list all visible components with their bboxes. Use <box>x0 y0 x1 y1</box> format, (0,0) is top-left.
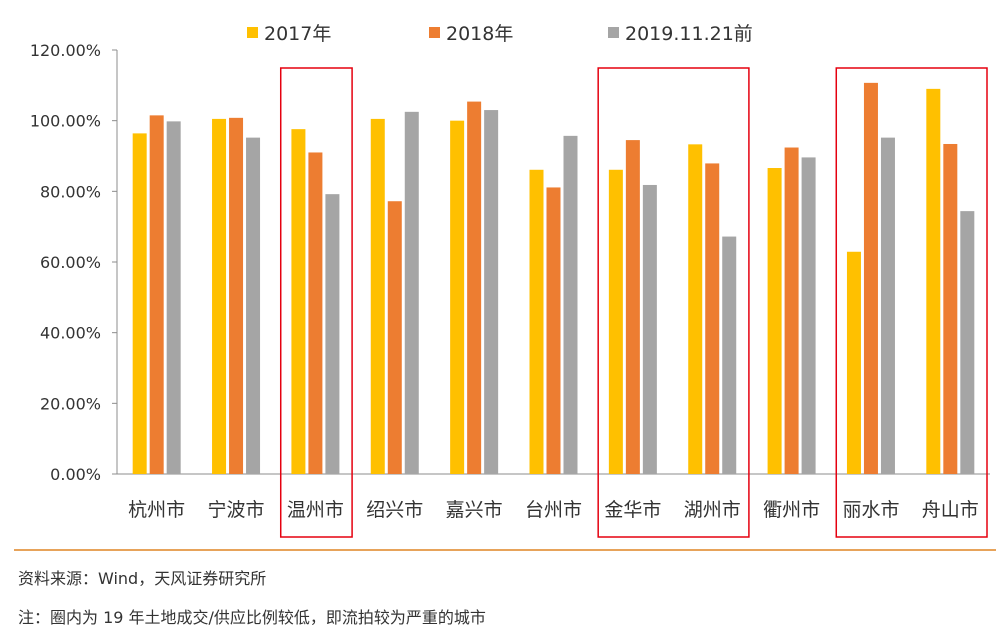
bar <box>308 152 323 474</box>
bar <box>880 137 895 475</box>
x-tick-labels: 杭州市 宁波市 温州市 绍兴市 嘉兴市 台州市 金华市 湖州市 衢州市 丽水市 舟山市 <box>128 499 979 521</box>
bar <box>688 144 703 474</box>
bar <box>705 163 720 475</box>
y-tick-label: 80.00% <box>40 182 101 201</box>
bar <box>767 168 782 474</box>
y-tick-label: 0.00% <box>50 465 101 484</box>
bar <box>529 169 544 474</box>
bar <box>291 129 306 474</box>
y-tick-label: 60.00% <box>40 253 101 272</box>
bar <box>642 184 657 474</box>
bar <box>149 115 164 474</box>
legend-swatch <box>247 26 258 38</box>
legend-item: 2018年 <box>429 18 513 46</box>
bar <box>325 194 340 474</box>
bar <box>546 187 561 475</box>
bar <box>387 201 402 474</box>
highlight-boxes <box>279 67 988 538</box>
legend-swatch <box>429 26 440 38</box>
x-tick-label: 嘉兴市 <box>446 499 503 521</box>
footnote: 注：圈内为 19 年土地成交/供应比例较低，即流拍较为严重的城市 <box>18 608 486 627</box>
legend-label: 2018年 <box>446 22 514 45</box>
y-tick-labels: 0.00% 20.00% 40.00% 60.00% 80.00% 100.00% 120.… <box>30 41 117 484</box>
bars <box>132 82 975 475</box>
source-note: 资料来源：Wind，天风证券研究所 <box>18 569 267 588</box>
x-tick-label: 舟山市 <box>922 499 979 521</box>
x-tick-label: 丽水市 <box>842 499 899 521</box>
bar <box>960 211 975 474</box>
legend-item: 2017年 <box>247 18 331 46</box>
legend-swatch <box>608 26 619 38</box>
bar <box>943 143 958 474</box>
bar <box>370 118 385 475</box>
bar <box>166 121 181 474</box>
bar <box>450 120 465 475</box>
legend-label: 2017年 <box>264 22 332 45</box>
x-tick-label: 绍兴市 <box>366 499 423 521</box>
bar <box>246 137 261 475</box>
bar <box>846 251 861 474</box>
legend-label: 2019.11.21前 <box>625 22 753 45</box>
bar <box>722 236 737 474</box>
legend-item: 2019.11.21前 <box>608 18 753 46</box>
bar <box>563 135 578 475</box>
x-tick-label: 金华市 <box>604 499 661 521</box>
y-tick-label: 40.00% <box>40 324 101 343</box>
bar <box>608 169 623 474</box>
x-tick-label: 宁波市 <box>208 499 265 521</box>
bar <box>625 140 640 474</box>
bar <box>801 157 816 474</box>
x-tick-label: 杭州市 <box>128 499 185 521</box>
divider-line <box>14 549 996 551</box>
bar <box>467 101 482 474</box>
bar <box>926 88 941 474</box>
bar <box>863 82 878 475</box>
bar <box>229 117 244 474</box>
y-tick-label: 20.00% <box>40 394 101 413</box>
bar <box>212 118 227 475</box>
bar <box>484 110 499 475</box>
bar <box>132 133 147 475</box>
x-tick-label: 台州市 <box>525 499 582 521</box>
bar <box>404 111 419 474</box>
bar <box>784 147 799 474</box>
highlight-box <box>835 67 988 538</box>
highlight-box <box>279 67 353 538</box>
x-tick-label: 衢州市 <box>763 499 820 521</box>
y-tick-label: 100.00% <box>30 112 101 131</box>
highlight-box <box>597 67 750 538</box>
x-tick-label: 温州市 <box>287 499 344 521</box>
x-tick-label: 湖州市 <box>684 499 741 521</box>
y-tick-label: 120.00% <box>30 41 101 60</box>
